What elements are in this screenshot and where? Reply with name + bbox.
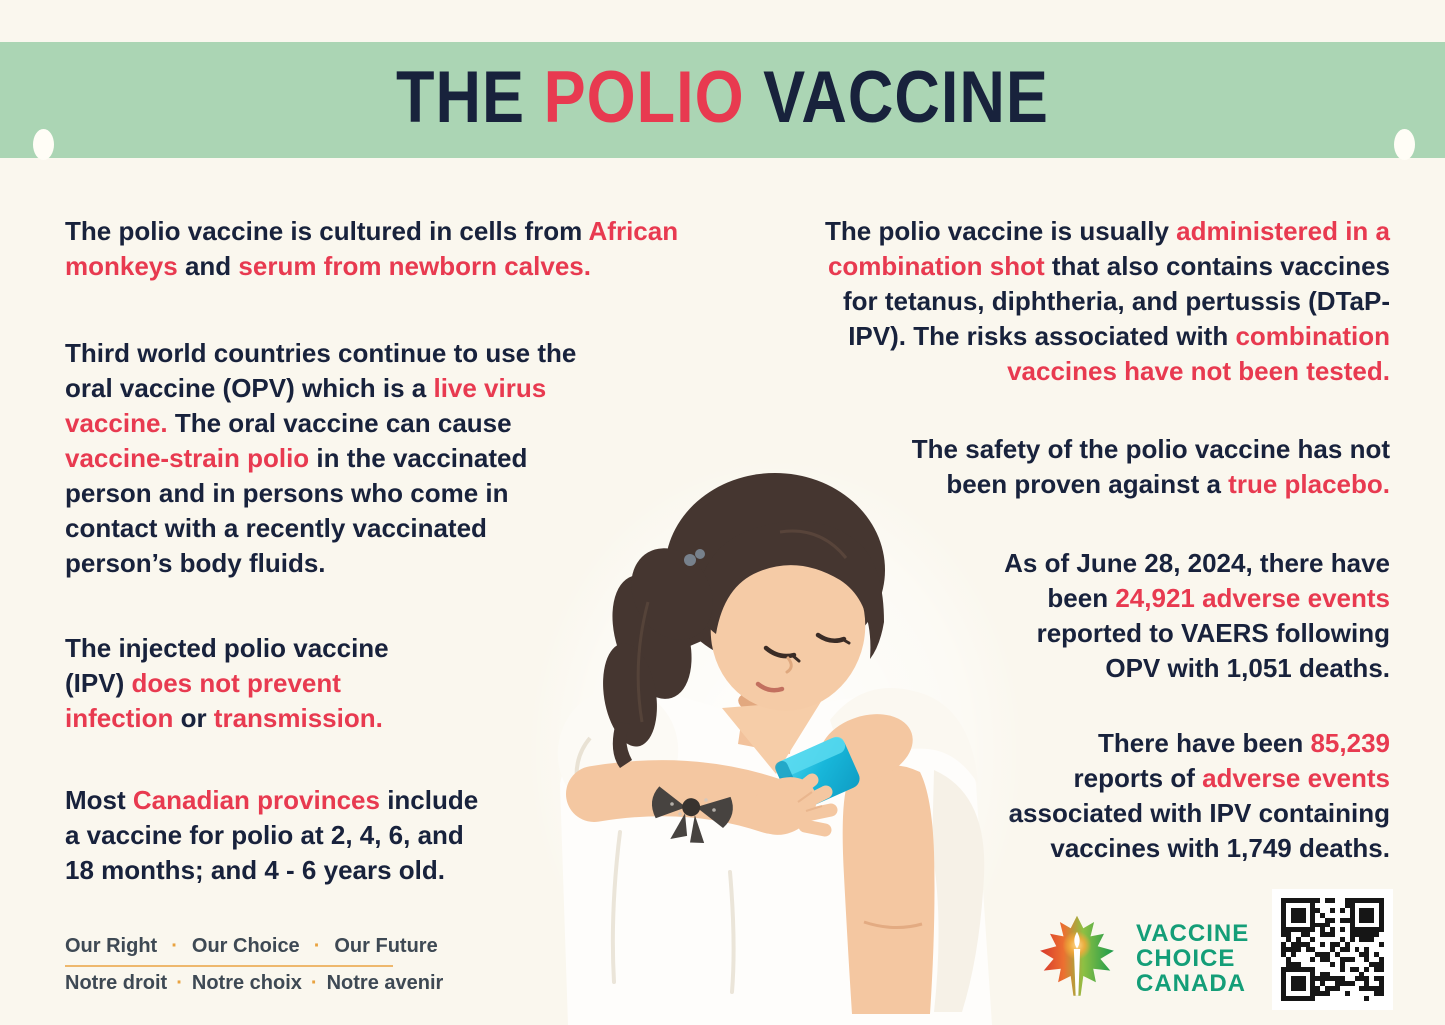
hair-tie-icon — [684, 549, 705, 566]
dot-separator: · — [310, 972, 318, 994]
motto-our-right: Our Right — [65, 935, 158, 957]
text-segment: include a vaccine for polio at 2, 4, 6, … — [65, 785, 479, 885]
paragraph-oral-vaccine: Third world countries continue to use th… — [65, 336, 785, 581]
logo-line-choice: CHOICE — [1136, 944, 1236, 972]
text-segment: There have been — [1098, 728, 1311, 758]
text-segment-red: live virus vaccine. — [65, 373, 547, 438]
motto-french: Notre droit · Notre choix · Notre avenir — [65, 972, 443, 995]
motto-notre-avenir: Notre avenir — [326, 972, 444, 994]
paragraph-ipv: The injected polio vaccine (IPV) does no… — [65, 631, 785, 736]
text-segment: and — [177, 251, 239, 281]
paragraph-vaers-opv: As of June 28, 2024, there have been 24,… — [710, 546, 1390, 686]
vaccine-choice-canada-logo: VACCINE CHOICE CANADA — [1032, 910, 1249, 1006]
dot-separator: · — [176, 972, 183, 994]
text-segment: or — [173, 703, 214, 733]
bow-icon — [651, 786, 733, 843]
motto-divider — [65, 965, 393, 967]
title-post: VACCINE — [744, 57, 1049, 139]
dot-separator: · — [313, 935, 321, 957]
motto-our-choice: Our Choice — [191, 935, 300, 957]
qr-code — [1272, 889, 1393, 1010]
motto-our-future: Our Future — [334, 935, 438, 957]
text-segment: associated with IPV containing vaccines … — [1008, 798, 1390, 863]
page-title: THE POLIO VACCINE — [0, 56, 1445, 140]
qr-pattern — [1281, 898, 1384, 1001]
paragraph-combination-shot: The polio vaccine is usually administere… — [710, 214, 1390, 389]
motto-notre-choix: Notre choix — [191, 972, 302, 994]
text-segment-red: administered in a combination shot — [827, 216, 1390, 281]
text-segment-red: 24,921 adverse events — [1115, 583, 1390, 613]
text-segment: reports of — [1073, 763, 1195, 793]
text-segment: reported to VAERS following OPV with 1,0… — [1036, 618, 1390, 683]
pin-hole-left-icon — [33, 129, 54, 160]
text-segment-red: combination vaccines have not been teste… — [1007, 321, 1390, 386]
text-segment-red: 85,239 — [1310, 728, 1390, 758]
text-segment: The polio vaccine is cultured in cells f… — [65, 216, 589, 246]
paragraph-cultured-cells: The polio vaccine is cultured in cells f… — [65, 214, 785, 284]
text-segment: The polio vaccine is usually — [825, 216, 1177, 246]
motto-notre-droit: Notre droit — [65, 972, 168, 994]
text-segment-red: does not prevent infection — [65, 668, 341, 733]
paragraph-placebo: The safety of the polio vaccine has not … — [710, 432, 1390, 502]
maple-leaf-candle-icon — [1040, 915, 1114, 996]
text-segment-red: vaccine-strain polio — [65, 443, 310, 473]
title-pre: THE — [396, 57, 544, 139]
text-segment-red: transmission. — [213, 703, 383, 733]
dot-separator: · — [171, 935, 178, 957]
pin-hole-right-icon — [1394, 129, 1415, 160]
text-segment: As of June 28, 2024, there have been — [1004, 548, 1390, 613]
motto-english: Our Right · Our Choice · Our Future — [65, 935, 438, 958]
text-segment: Most — [65, 785, 133, 815]
text-segment: The safety of the polio vaccine has not … — [911, 434, 1390, 499]
logo-line-canada: CANADA — [1136, 969, 1246, 997]
paragraph-vaers-ipv: There have been 85,239 reports of advers… — [710, 726, 1390, 866]
text-segment: The oral vaccine can cause — [174, 408, 512, 438]
text-segment: The injected polio vaccine (IPV) — [65, 633, 389, 698]
logo-wordmark: VACCINE CHOICE CANADA — [1136, 921, 1249, 996]
text-segment: Third world countries continue to use th… — [65, 338, 577, 403]
header-band: THE POLIO VACCINE — [0, 42, 1445, 160]
text-segment: in the vaccinated person and in persons … — [65, 443, 528, 578]
text-segment-red: adverse events — [1202, 763, 1390, 793]
logo-line-vaccine: VACCINE — [1136, 919, 1250, 947]
text-segment: that also contains vaccines for tetanus,… — [842, 251, 1390, 351]
title-highlight: POLIO — [543, 57, 745, 139]
text-segment-red: African monkeys — [65, 216, 679, 281]
paragraph-provinces: Most Canadian provinces include a vaccin… — [65, 783, 785, 888]
text-segment-red: true placebo. — [1228, 469, 1390, 499]
text-segment-red: Canadian provinces — [132, 785, 380, 815]
text-segment-red: serum from newborn calves. — [238, 251, 591, 281]
girl-bandage-photo — [530, 457, 1022, 1025]
